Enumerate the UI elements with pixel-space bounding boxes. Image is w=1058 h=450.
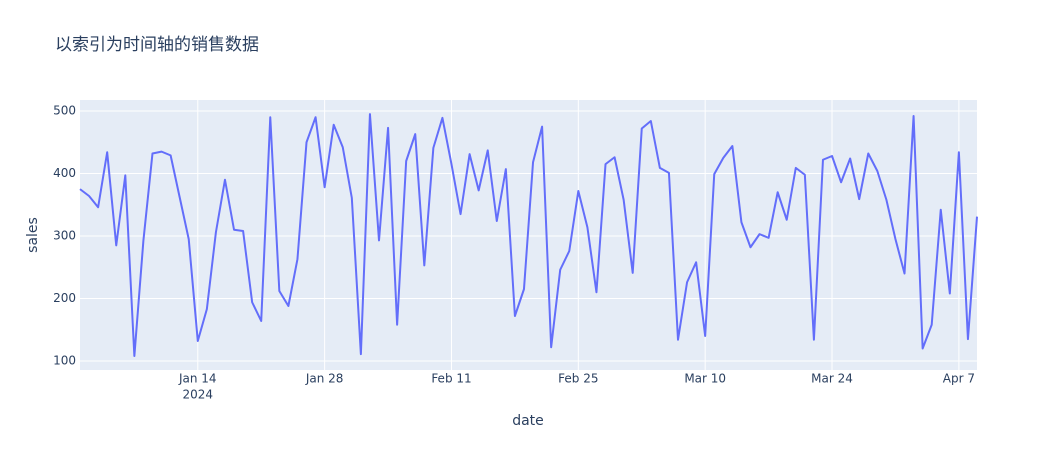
y-tick-label: 500 xyxy=(53,104,76,118)
x-tick-label: Feb 11 xyxy=(431,372,471,386)
y-tick-label: 300 xyxy=(53,229,76,243)
y-axis-title: sales xyxy=(25,217,41,253)
x-tick-label: Mar 24 xyxy=(811,372,853,386)
x-tick-label: Mar 10 xyxy=(684,372,726,386)
data-line xyxy=(79,113,978,357)
y-tick-label: 400 xyxy=(53,166,76,180)
chart-title: 以索引为时间轴的销售数据 xyxy=(55,35,259,55)
x-tick-label: Jan 14 xyxy=(178,372,217,386)
x-axis-title: date xyxy=(512,413,544,429)
y-tick-label: 100 xyxy=(53,354,76,368)
y-tick-label: 200 xyxy=(53,291,76,305)
x-tick-sublabel: 2024 xyxy=(183,388,214,402)
x-tick-label: Feb 25 xyxy=(558,372,598,386)
x-tick-label: Jan 28 xyxy=(305,372,344,386)
x-tick-label: Apr 7 xyxy=(943,372,975,386)
